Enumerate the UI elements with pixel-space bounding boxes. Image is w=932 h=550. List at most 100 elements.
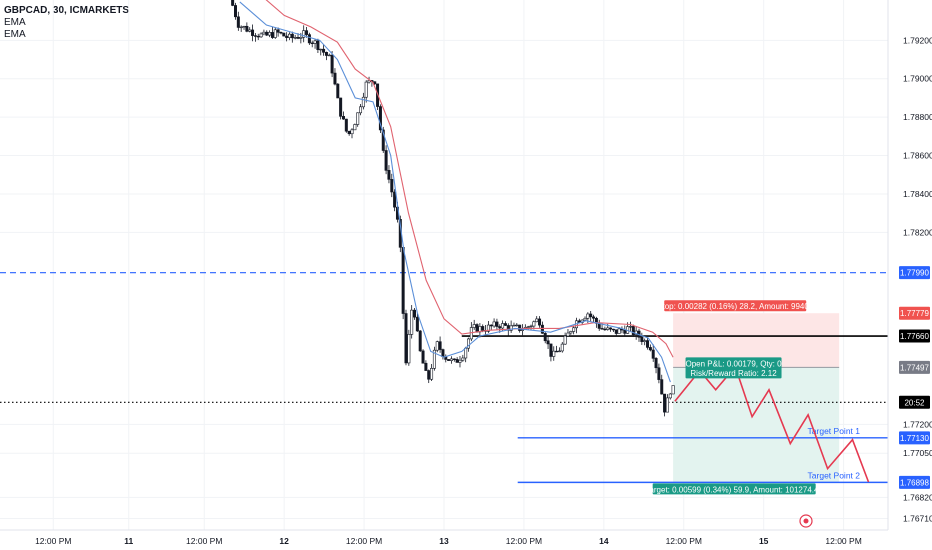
candle-body-151 (660, 379, 664, 395)
target-point-label-1: Target Point 1 (808, 426, 861, 436)
candle-body-131 (603, 328, 607, 331)
candle-body-80 (458, 359, 462, 363)
candle-body-120 (572, 327, 576, 332)
candle-body-38 (339, 97, 343, 117)
price-tag-resistance-text: 1.77990 (900, 269, 929, 278)
candle-body-113 (552, 350, 556, 357)
y-tick-label-1: 1.79000 (903, 74, 932, 84)
candle-body-95 (501, 323, 505, 329)
candle-body-147 (648, 347, 652, 351)
candle-body-112 (549, 343, 553, 357)
candle-body-119 (569, 331, 573, 334)
candle-body-45 (359, 106, 363, 114)
candle-body-132 (606, 327, 610, 330)
candle-body-72 (435, 341, 439, 351)
candle-body-108 (538, 318, 542, 326)
indicator-ema-1[interactable]: EMA (4, 17, 26, 28)
candle-body-134 (611, 328, 615, 331)
x-tick-label-1: 11 (124, 536, 133, 546)
candle-body-93 (495, 321, 499, 327)
candle-body-99 (512, 324, 516, 327)
candle-body-69 (427, 370, 431, 380)
candle-body-133 (609, 327, 613, 330)
candle-body-11 (262, 31, 266, 35)
candle-body-140 (628, 326, 632, 328)
candle-body-29 (313, 40, 317, 44)
x-tick-label-3: 12 (279, 536, 289, 546)
x-tick-label-5: 13 (439, 536, 449, 546)
pnl-label-text-1: Risk/Reward Ratio: 2.12 (690, 369, 777, 378)
candle-body-114 (555, 350, 559, 353)
indicator-ema-2[interactable]: EMA (4, 29, 26, 40)
candle-body-60 (401, 247, 405, 314)
candle-body-101 (518, 324, 522, 331)
ema-lines (239, 0, 674, 383)
candle-body-57 (393, 191, 397, 208)
candle-body-67 (421, 350, 425, 364)
candle-body-74 (441, 349, 445, 358)
candle-body-14 (270, 32, 274, 38)
candle-body-104 (526, 326, 530, 328)
price-tag-entry-text: 1.77497 (900, 363, 929, 372)
candle-body-127 (592, 316, 596, 319)
candle-body-55 (387, 170, 391, 180)
candle-body-47 (364, 81, 368, 98)
candle-body-3 (239, 26, 243, 29)
candle-body-136 (617, 328, 621, 334)
candle-body-64 (413, 309, 417, 318)
chart-legend: GBPCAD, 30, ICMARKETS EMA EMA (4, 5, 129, 41)
candle-body-65 (415, 316, 419, 332)
candle-body-7 (251, 29, 255, 36)
candle-body-39 (341, 116, 345, 120)
candle-body-6 (248, 29, 252, 32)
candles (231, 0, 675, 417)
candle-body-36 (333, 72, 337, 85)
candle-body-115 (557, 350, 561, 353)
x-tick-label-8: 12:00 PM (666, 536, 702, 546)
candle-body-73 (438, 341, 442, 350)
x-tick-label-6: 12:00 PM (506, 536, 542, 546)
candle-body-13 (268, 32, 272, 36)
candle-body-106 (532, 321, 536, 327)
x-tick-label-4: 12:00 PM (346, 536, 382, 546)
x-tick-label-0: 12:00 PM (35, 536, 71, 546)
candle-body-152 (663, 393, 667, 413)
y-tick-label-0: 1.79200 (903, 35, 932, 45)
candle-body-79 (455, 359, 459, 363)
candle-body-19 (285, 35, 289, 38)
candle-body-138 (623, 329, 627, 334)
candle-body-76 (447, 359, 451, 361)
candle-body-118 (566, 332, 570, 337)
price-tag-target-1-bg (899, 431, 930, 445)
y-tick-label-5: 1.78200 (903, 227, 932, 237)
candle-body-16 (276, 29, 280, 33)
candle-body-33 (324, 52, 328, 56)
logo-icon-dot (803, 518, 809, 524)
price-tag-stop-text: 1.77779 (900, 309, 929, 318)
candle-body-117 (563, 335, 567, 345)
x-tick-label-10: 12:00 PM (825, 536, 861, 546)
price-tag-stop-bg (899, 306, 930, 320)
candle-body-111 (546, 340, 550, 345)
candle-body-17 (279, 31, 283, 34)
candle-body-31 (319, 48, 323, 51)
candle-body-90 (486, 324, 490, 332)
candle-body-110 (543, 332, 547, 342)
target-point-label-2: Target Point 2 (808, 470, 861, 480)
candle-body-66 (418, 330, 422, 352)
candle-body-150 (657, 367, 661, 380)
candle-body-30 (316, 40, 320, 50)
candle-body-130 (600, 328, 604, 330)
candle-body-32 (322, 48, 326, 53)
price-tag-target-2-text: 1.76898 (900, 478, 929, 487)
candle-body-48 (367, 80, 371, 83)
symbol-title[interactable]: GBPCAD, 30, ICMARKETS (4, 5, 130, 16)
price-tag-support-bg (899, 329, 930, 343)
candle-body-56 (390, 179, 394, 193)
candle-body-81 (461, 357, 465, 361)
candle-body-35 (330, 54, 334, 74)
candle-body-5 (245, 25, 249, 32)
candle-body-46 (361, 96, 365, 108)
